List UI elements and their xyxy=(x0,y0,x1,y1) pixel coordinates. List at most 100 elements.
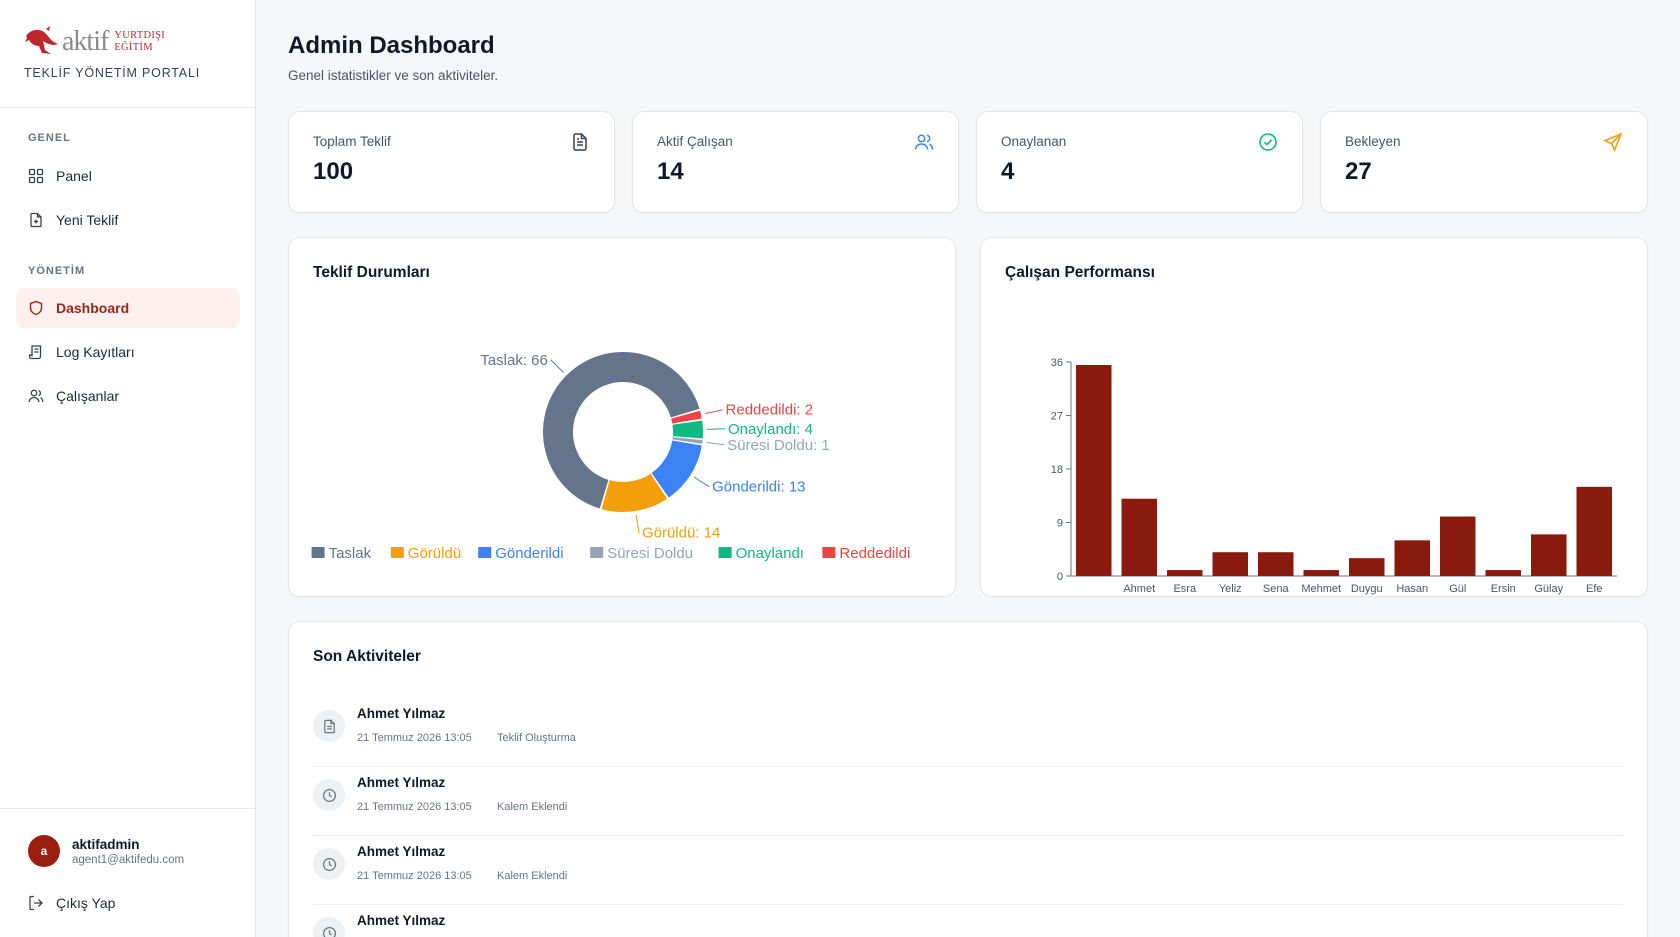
donut-slice-label: Görüldü: 14 xyxy=(642,525,720,542)
bar-duygu[interactable] xyxy=(1349,558,1385,576)
donut-slice-label: Reddedildi: 2 xyxy=(726,402,814,419)
recent-activities-panel: Son Aktiviteler Ahmet Yılmaz 21 Temmuz 2… xyxy=(288,621,1648,937)
status-chart-panel: Teklif Durumları Taslak: 66 Görüldü: 14 Gö… xyxy=(288,237,956,597)
stat-card-bekleyen: Bekleyen 27 xyxy=(1320,111,1648,213)
sidebar-item-panel[interactable]: Panel xyxy=(16,156,240,196)
sidebar-item-log-kayitlari[interactable]: Log Kayıtları xyxy=(16,332,240,372)
bar-hasan[interactable] xyxy=(1394,540,1430,576)
donut-label-line xyxy=(706,428,725,430)
logo-sub-line-1: YURTDIŞI xyxy=(114,30,166,41)
activity-date: 21 Temmuz 2026 13:05 xyxy=(357,870,472,882)
user-profile[interactable]: a aktifadmin agent1@aktifedu.com xyxy=(28,835,184,867)
sidebar-item-label: Çalışanlar xyxy=(56,388,120,404)
panel-title: Çalışan Performansı xyxy=(1005,264,1155,281)
bar-efe[interactable] xyxy=(1576,486,1612,576)
stat-card-aktif-calisan: Aktif Çalışan 14 xyxy=(632,111,959,213)
bar-ahmet[interactable] xyxy=(1121,498,1157,576)
bar-ersin[interactable] xyxy=(1485,570,1521,576)
legend-label[interactable]: Reddedildi xyxy=(839,545,910,562)
x-tick-label: Esra xyxy=(1173,583,1197,595)
sidebar-item-label: Yeni Teklif xyxy=(56,212,119,228)
document-icon xyxy=(323,719,335,733)
x-tick-label: Mehmet xyxy=(1301,583,1341,595)
user-name: aktifadmin xyxy=(72,836,140,852)
donut-label-line xyxy=(635,514,640,533)
activity-date: 21 Temmuz 2026 13:05 xyxy=(357,801,472,813)
users-icon xyxy=(28,389,44,403)
legend-swatch xyxy=(590,547,604,558)
sidebar-footer: a aktifadmin agent1@aktifedu.com Çıkış Y… xyxy=(0,808,256,937)
clock-icon xyxy=(322,857,336,871)
bar-sena[interactable] xyxy=(1258,552,1294,576)
donut-slice-0[interactable] xyxy=(543,352,700,509)
legend-label[interactable]: Gönderildi xyxy=(495,545,563,562)
logout-icon xyxy=(29,895,43,911)
activity-user: Ahmet Yılmaz xyxy=(357,913,446,928)
brand: aktif YURTDIŞI EĞİTİM TEKLİF YÖNETİM POR… xyxy=(0,0,255,108)
x-tick-label: Duygu xyxy=(1351,583,1383,595)
legend-swatch xyxy=(822,547,836,558)
activity-row[interactable]: Ahmet Yılmaz 21 Temmuz 2026 13:05 Teklif… xyxy=(313,698,1623,767)
x-tick-label: Hasan xyxy=(1396,583,1428,595)
bar-gülay[interactable] xyxy=(1531,534,1567,576)
stat-card-onaylanan: Onaylanan 4 xyxy=(976,111,1303,213)
y-tick-label: 27 xyxy=(1051,411,1063,423)
stat-value: 100 xyxy=(313,158,354,185)
activity-icon-wrap xyxy=(313,710,345,742)
donut-slice-5[interactable] xyxy=(671,410,702,424)
bar-yeliz[interactable] xyxy=(1212,552,1248,576)
activity-row[interactable]: Ahmet Yılmaz xyxy=(313,905,1623,937)
bar-unnamed[interactable] xyxy=(1076,364,1112,576)
clock-icon xyxy=(322,926,336,937)
check-circle-icon xyxy=(1259,133,1277,151)
stat-label: Bekleyen xyxy=(1345,134,1401,149)
legend-label[interactable]: Süresi Doldu xyxy=(607,545,693,562)
logo-wordmark: aktif xyxy=(62,26,109,57)
activity-icon-wrap xyxy=(313,848,345,880)
donut-label-line xyxy=(550,359,564,373)
donut-slice-3[interactable] xyxy=(672,437,703,444)
donut-slice-4[interactable] xyxy=(672,420,703,439)
page-title: Admin Dashboard xyxy=(288,32,495,59)
donut-label-line xyxy=(706,442,725,446)
legend-label[interactable]: Onaylandı xyxy=(736,545,804,562)
x-tick-label: Ahmet xyxy=(1123,583,1155,595)
donut-slice-2[interactable] xyxy=(651,440,702,498)
x-tick-label: Yeliz xyxy=(1219,583,1242,595)
stat-label: Onaylanan xyxy=(1001,134,1067,149)
bar-gül[interactable] xyxy=(1440,516,1476,576)
legend-swatch xyxy=(311,547,325,558)
status-donut-chart: Taslak: 66 Görüldü: 14 Gönderildi: 13 Süres… xyxy=(311,352,910,562)
x-tick-label: Efe xyxy=(1586,583,1603,595)
sidebar-item-calisanlar[interactable]: Çalışanlar xyxy=(16,376,240,416)
activity-row[interactable]: Ahmet Yılmaz 21 Temmuz 2026 13:05 Kalem … xyxy=(313,836,1623,905)
log-icon xyxy=(28,345,42,360)
y-tick-label: 18 xyxy=(1051,464,1063,476)
bar-esra[interactable] xyxy=(1167,570,1203,576)
legend-swatch xyxy=(390,547,404,558)
bar-mehmet[interactable] xyxy=(1303,570,1339,576)
legend-label[interactable]: Görüldü xyxy=(408,545,461,562)
x-tick-label: Gül xyxy=(1449,583,1466,595)
activity-type: Kalem Eklendi xyxy=(497,801,568,813)
send-icon xyxy=(1603,132,1623,152)
sidebar-item-dashboard[interactable]: Dashboard xyxy=(16,288,240,328)
x-tick-label: Gülay xyxy=(1534,583,1563,595)
donut-slice-1[interactable] xyxy=(601,473,668,512)
legend-swatch xyxy=(718,547,732,558)
sidebar-item-yeni-teklif[interactable]: Yeni Teklif xyxy=(16,200,240,240)
grid-icon xyxy=(28,168,44,184)
file-plus-icon xyxy=(30,212,42,228)
logout-button[interactable]: Çıkış Yap xyxy=(28,895,115,911)
donut-slice-label: Gönderildi: 13 xyxy=(712,479,805,496)
x-tick-label: Ersin xyxy=(1491,583,1516,595)
sidebar-item-label: Panel xyxy=(56,168,92,184)
y-tick-label: 9 xyxy=(1057,518,1063,530)
logo[interactable]: aktif YURTDIŞI EĞİTİM xyxy=(24,22,231,56)
page-subtitle: Genel istatistikler ve son aktiviteler. xyxy=(288,68,499,83)
activity-row[interactable]: Ahmet Yılmaz 21 Temmuz 2026 13:05 Kalem … xyxy=(313,767,1623,836)
stat-label: Aktif Çalışan xyxy=(657,134,733,149)
legend-label[interactable]: Taslak xyxy=(329,545,372,562)
user-email: agent1@aktifedu.com xyxy=(72,853,185,866)
donut-label-line xyxy=(693,476,710,488)
